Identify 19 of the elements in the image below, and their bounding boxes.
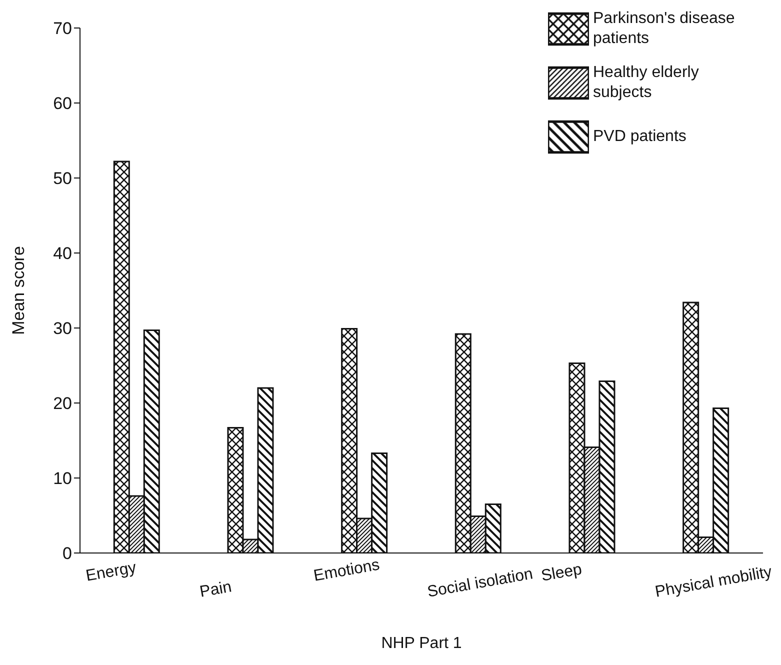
y-tick-label: 50 [53,169,72,188]
y-axis-title: Mean score [9,246,28,335]
y-tick-label: 40 [53,244,72,264]
x-tick-label: Energy [84,559,138,585]
y-tick-label: 70 [53,19,72,38]
y-tick-label: 20 [53,394,72,414]
x-tick-label: Social isolation [426,566,534,601]
y-tick-label: 60 [53,94,72,114]
y-tick-label: 30 [53,319,72,338]
legend-label: Healthy elderly subjects [593,63,700,103]
legend-label: PVD patients [593,127,688,147]
x-tick-label: Physical mobility [654,564,774,601]
y-tick-label: 10 [53,469,72,488]
x-tick-label: Emotions [312,556,381,585]
legend-label: Parkinson's disease patients [593,9,736,49]
x-tick-label: Pain [198,578,233,601]
x-tick-label: Sleep [540,561,584,585]
y-tick-label: 0 [62,544,72,564]
x-axis-title: NHP Part 1 [381,635,462,652]
